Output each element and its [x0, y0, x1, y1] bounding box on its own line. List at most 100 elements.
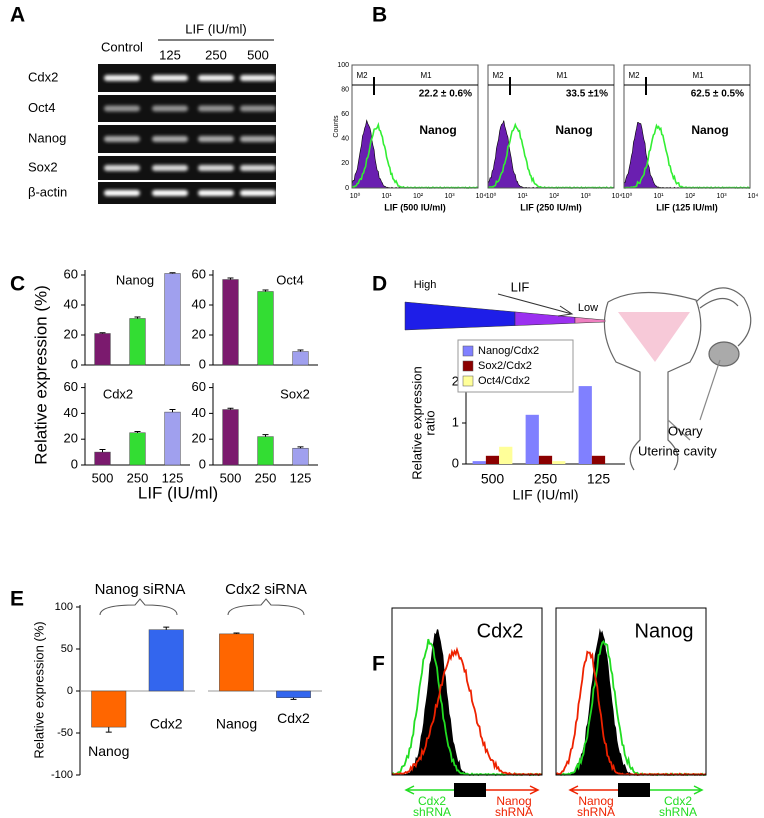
panel-letter: A: [10, 4, 25, 27]
y-tick-label: 60: [341, 111, 349, 118]
y-tick-label: 40: [341, 136, 349, 143]
center-block: [618, 783, 650, 797]
y-tick-label: 0: [452, 455, 459, 470]
percent-label: 22.2 ± 0.6%: [419, 89, 472, 100]
legend-box: [457, 339, 574, 393]
x-tick-label: 500: [220, 470, 242, 485]
percent-label: 33.5 ±1%: [566, 89, 608, 100]
plot-title: Cdx2: [477, 620, 524, 642]
error-bar: [227, 277, 234, 280]
gate-label: M1: [556, 71, 568, 80]
x-axis-label: LIF (250 IU/ml): [520, 202, 582, 212]
gel-band: [198, 75, 234, 81]
bar: [538, 455, 553, 464]
gel-band: [104, 75, 140, 81]
bar: [499, 446, 513, 464]
error-bar: [297, 349, 304, 352]
bar: [148, 629, 184, 692]
bar: [257, 436, 274, 466]
bar: [472, 461, 486, 464]
gel-band: [240, 165, 276, 171]
x-tick-label: 250: [534, 471, 558, 487]
bar: [276, 690, 311, 698]
x-tick-label: 10⁰: [486, 192, 497, 200]
plot-title: Nanog: [635, 620, 694, 642]
x-tick-label: 10²: [413, 193, 424, 200]
chart-title: Oct4: [276, 272, 303, 287]
y-axis-label: ratio: [422, 410, 437, 435]
error-bar: [262, 289, 269, 292]
bar: [222, 409, 239, 466]
x-tick-label: 10¹: [517, 193, 528, 200]
shrna-label: Cdx2: [418, 794, 446, 808]
x-tick-label: Nanog: [216, 716, 257, 732]
bar: [257, 291, 274, 366]
error-bar: [169, 409, 176, 413]
panel-letter: E: [10, 588, 24, 611]
error-bar: [169, 272, 176, 274]
x-tick-label: 10⁴: [748, 193, 759, 200]
gel-band: [198, 190, 234, 196]
y-axis-label: Relative expression (%): [31, 285, 50, 465]
marker-label: Nanog: [555, 123, 592, 137]
y-tick-label: 20: [64, 326, 78, 341]
y-axis-label: Relative expression (%): [31, 621, 46, 758]
panel-letter: F: [372, 653, 385, 676]
x-tick-label: 10¹: [381, 193, 392, 200]
gradient-arrow: [497, 293, 574, 317]
x-tick-label: Nanog: [88, 743, 129, 759]
y-tick-label: 0: [67, 685, 73, 697]
plot-frame: [555, 607, 707, 776]
gradient-segment: [404, 301, 516, 331]
x-tick-label: 10²: [549, 193, 560, 200]
y-tick-label: 40: [192, 405, 206, 420]
bar: [485, 455, 500, 464]
gel-band: [152, 165, 188, 171]
bar: [591, 455, 606, 464]
legend-swatch: [462, 375, 474, 387]
error-bar: [134, 316, 141, 319]
shrna-label: shRNA: [495, 805, 533, 818]
x-tick-label: 250: [255, 470, 277, 485]
y-tick-label: 40: [64, 296, 78, 311]
histogram-filled: [351, 119, 479, 189]
gel-band: [152, 75, 188, 81]
lane-group-label: LIF (IU/ml): [185, 21, 246, 36]
plot-frame: [351, 64, 479, 189]
x-tick-label: 125: [162, 470, 184, 485]
gel-band: [198, 105, 234, 112]
shrna-label: Nanog: [496, 794, 531, 808]
gel-band: [152, 190, 188, 196]
lane-label: 125: [159, 47, 181, 62]
bar: [222, 279, 239, 366]
x-tick-label: 10³: [444, 193, 455, 200]
panel-letter: B: [372, 4, 387, 27]
y-tick-label: 1: [452, 414, 459, 429]
bar: [129, 432, 146, 466]
marker-label: Nanog: [419, 123, 456, 137]
gradient-label: Low: [578, 302, 598, 314]
chart-title: Cdx2 siRNA: [225, 581, 307, 598]
error-bar: [297, 446, 304, 449]
arrow-left: [404, 785, 454, 795]
error-bar: [227, 407, 234, 410]
arrow-right: [650, 785, 704, 795]
gradient-segment: [514, 311, 576, 326]
y-tick-label: 50: [61, 643, 73, 655]
y-axis-label: Counts: [333, 115, 340, 138]
chart-title: Nanog: [116, 272, 154, 287]
anatomy-label: Uterine cavity: [638, 443, 717, 458]
y-tick-label: 40: [192, 296, 206, 311]
legend-label: Sox2/Cdx2: [478, 360, 532, 372]
y-tick-label: 60: [64, 266, 78, 281]
gel-band: [240, 105, 276, 112]
y-tick-label: 100: [55, 601, 73, 613]
x-tick-label: 10²: [685, 193, 696, 200]
gene-label: Oct4: [28, 100, 55, 115]
lane-label: 250: [205, 47, 227, 62]
chart-title: Sox2: [280, 386, 310, 401]
x-tick-label: 125: [290, 470, 312, 485]
y-tick-label: 20: [192, 326, 206, 341]
x-tick-label: 10³: [716, 193, 727, 200]
bar: [292, 351, 309, 366]
